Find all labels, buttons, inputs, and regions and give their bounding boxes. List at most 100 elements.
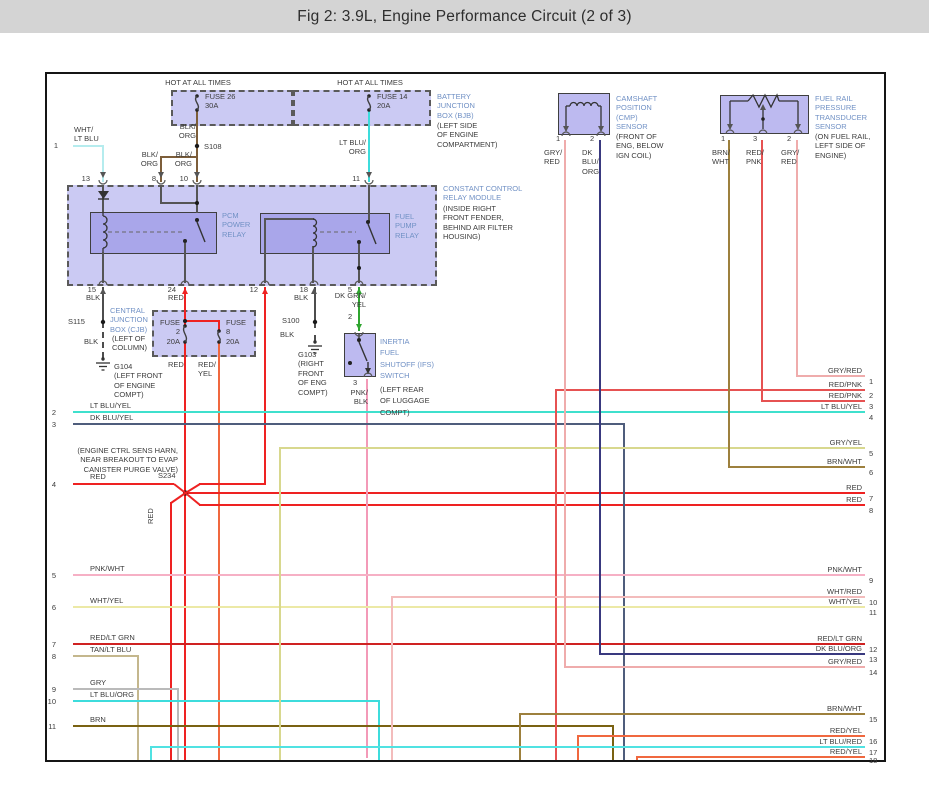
left-wire-8-label: TAN/LT BLU (90, 645, 132, 654)
diode-symbol (98, 191, 109, 200)
wire-gry-red-cmp1 (564, 140, 566, 668)
blk-label-g104: BLK (84, 337, 99, 346)
right-wire-15-number: 15 (869, 715, 878, 724)
wire-pnk-wht-span (73, 574, 865, 576)
wire-wht-yel-span (73, 606, 865, 608)
blk-label-g103: BLK (280, 330, 295, 339)
splice-s234-label: S234 (158, 471, 176, 480)
cmp-coil-symbol (563, 101, 604, 132)
ccrm-pin13: 13 (81, 174, 90, 183)
right-wire-6-label: BRN/WHT (827, 457, 862, 466)
wire-blk-org-pin8 (160, 156, 162, 182)
battery-junction-box-right (293, 90, 431, 126)
cmp-location: (FRONT OF ENG, BELOW IGN COIL) (616, 132, 664, 160)
dkgrn-yel-label: DK GRN/ YEL (334, 291, 366, 310)
ccrm-pin8: 8 (151, 174, 156, 183)
cmp-wire1-label: GRY/ RED (544, 148, 563, 167)
right-wire-3-number: 3 (869, 402, 874, 411)
right-wire-10-label: WHT/RED (827, 587, 862, 596)
ccrm-internal-bridge (160, 202, 198, 204)
frpt-resistor-symbol (727, 93, 801, 130)
left-wire-5-label: PNK/WHT (90, 564, 125, 573)
blk-org-label-main: BLK/ ORG (178, 122, 196, 141)
ground-g104-label: G104 (LEFT FRONT OF ENGINE COMPT) (114, 362, 163, 400)
ifs-location: (LEFT REAR OF LUGGAGE COMPT) (380, 385, 430, 417)
wire-red-splice-drop (170, 502, 172, 760)
right-wire-18-number: 18 (869, 756, 878, 765)
left-wire-1-label: WHT/ LT BLU (74, 125, 99, 144)
ccrm-pin11: 11 (352, 174, 360, 183)
cjb-fuse2-label: FUSE 2 20A (159, 318, 180, 346)
ccrm-pin12: 12 (249, 285, 258, 294)
fuse-symbol-fuse2 (182, 324, 188, 344)
splice-s100-label: S100 (282, 316, 300, 325)
frpt-name: FUEL RAIL PRESSURE TRANSDUCER SENSOR (815, 94, 868, 132)
right-wire-13-number: 13 (869, 655, 878, 664)
wire-red-pnk-frpt3 (761, 140, 763, 402)
ccrm-pin10: 10 (179, 174, 188, 183)
right-wire-2-number: 2 (869, 391, 874, 400)
wire-dkblu-yel (73, 423, 625, 425)
right-wire-12-label: RED/LT GRN (817, 634, 862, 643)
fuse-symbol-fuse26 (194, 94, 200, 112)
wire-dkgrn-yel (358, 287, 360, 331)
ifs-pin3: 3 (353, 378, 358, 387)
right-wire-8-number: 8 (869, 506, 874, 515)
ccrm-pin24: 24 (167, 285, 176, 294)
cmp-name: CAMSHAFT POSITION (CMP) SENSOR (616, 94, 658, 132)
wire-dkblu-org-cmp2 (599, 140, 601, 655)
blk-label-pin15: BLK (86, 293, 101, 302)
right-wire-8-label: RED (846, 495, 862, 504)
wire-red-right8 (199, 504, 865, 506)
wire-red-yel-drop18 (636, 756, 638, 760)
wire-red-yel-right16 (577, 735, 865, 737)
ifs-switch-symbol (348, 334, 371, 374)
wire-brn-wht-drop (519, 715, 521, 760)
wire-wht-red-right10 (391, 596, 865, 598)
s234-splice-branches (170, 483, 201, 506)
wire-brn (73, 725, 614, 727)
wire-red-yel-drop16 (577, 737, 579, 760)
wire-red-pin12-run (199, 483, 266, 485)
fuse-symbol-fuse14 (366, 94, 372, 112)
ccrm-pin15: 15 (87, 285, 96, 294)
wire-blk-g103-dashed (314, 322, 316, 341)
right-wire-9-number: 9 (869, 576, 874, 585)
fp-internal-pin12 (264, 218, 266, 283)
blk-org-label-pin8: BLK/ ORG (140, 150, 158, 169)
wire-tan-ltblu (73, 655, 139, 657)
wire-red-fuse8-top (218, 321, 220, 331)
s234-note: (ENGINE CTRL SENS HARN, NEAR BREAKOUT TO… (77, 446, 178, 474)
blk-label-pin18: BLK (294, 293, 309, 302)
right-wire-11-number: 11 (869, 608, 877, 617)
right-wire-18-label: RED/YEL (829, 747, 862, 756)
wire-wht-ltblu (73, 145, 104, 147)
title-bar: Fig 2: 3.9L, Engine Performance Circuit … (0, 0, 929, 33)
fuel-pump-relay-coil (312, 218, 318, 248)
frpt-location: (ON FUEL RAIL, LEFT SIDE OF ENGINE) (815, 132, 871, 160)
right-wire-16-number: 16 (869, 737, 878, 746)
right-wire-5-number: 5 (869, 449, 874, 458)
fuse14-label: FUSE 14 20A (377, 92, 408, 111)
wire-brn-drop (612, 725, 614, 760)
left-wire-10-number: 10 (47, 697, 56, 706)
cjb-name: CENTRAL JUNCTION BOX (CJB) (110, 306, 148, 334)
red-yel-label-fuse8: RED/ YEL (198, 360, 216, 379)
splice-dots (100, 143, 361, 496)
ground-symbol-g104 (96, 357, 110, 371)
wire-brn-wht-right15 (519, 713, 865, 715)
wire-gry-yel-right5 (279, 447, 865, 449)
wire-gry-red-frpt2 (796, 140, 798, 377)
pnk-blk-label: PNK/ BLK (350, 388, 368, 407)
wire-tan-ltblu-drop (137, 655, 139, 760)
wire-red-yel (218, 343, 220, 760)
wire-ltblu-yel-span (73, 411, 865, 413)
fp-internal-top (264, 218, 314, 220)
fuel-pump-relay-switch (320, 220, 377, 245)
right-wire-14-label: GRY/RED (827, 657, 862, 666)
right-wire-16-label: RED/YEL (829, 726, 862, 735)
left-wire-4-label: RED (90, 472, 106, 481)
